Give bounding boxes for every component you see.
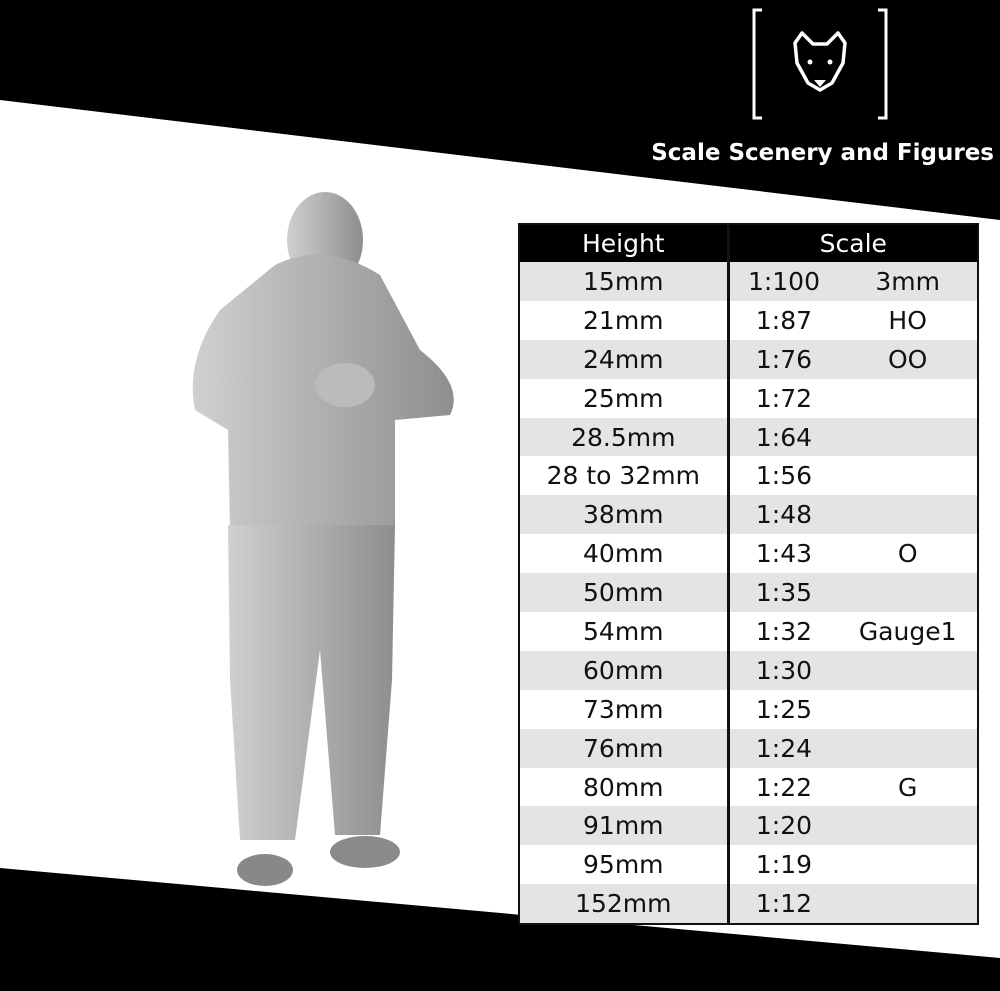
height-cell: 95mm	[519, 845, 730, 885]
table-row: 40mm 1:43 O	[519, 534, 978, 574]
height-cell: 60mm	[519, 650, 730, 690]
ratio-cell: 1:24	[728, 728, 839, 768]
ratio-cell: 1:72	[755, 383, 813, 413]
table-row: 28.5mm 1:64	[519, 417, 978, 457]
ratio-cell: 1:100	[728, 262, 839, 301]
ratio-cell: 1:35	[728, 573, 839, 613]
gauge-cell	[838, 806, 978, 846]
ratio-cell: 1:56	[755, 461, 813, 491]
height-cell: 76mm	[519, 728, 730, 768]
height-cell: 152mm	[519, 884, 730, 925]
header-height: Height	[519, 224, 730, 262]
ratio-cell: 1:12	[728, 884, 839, 925]
gauge-cell	[838, 573, 978, 613]
figure-image	[192, 192, 454, 886]
table-row: 95mm 1:19	[519, 845, 978, 885]
scale-table: Height Scale 15mm 1:100 3mm 21mm 1:87 HO 24mm 1…	[518, 223, 979, 926]
ratio-cell: 1:25	[755, 694, 813, 724]
brand-name: Scale Scenery and Figures	[651, 140, 994, 166]
ratio-cell: 1:48	[728, 495, 839, 535]
ratio-cell: 1:87	[755, 305, 813, 335]
table-row: 38mm 1:48	[519, 495, 978, 535]
ratio-cell: 1:30	[728, 650, 839, 690]
wolf-logo-icon	[752, 8, 888, 120]
table-row: 25mm 1:72	[519, 378, 978, 418]
gauge-cell	[838, 728, 978, 768]
table-row: 15mm 1:100 3mm	[519, 262, 978, 301]
gauge-cell: HO	[888, 305, 927, 335]
top-black-band	[0, 0, 1000, 220]
table-row: 50mm 1:35	[519, 573, 978, 613]
height-cell: 28 to 32mm	[519, 456, 730, 496]
height-cell: 80mm	[519, 767, 730, 807]
gauge-cell	[838, 456, 978, 495]
ratio-cell: 1:43	[755, 539, 813, 569]
gauge-cell	[838, 495, 978, 535]
table-row: 91mm 1:20	[519, 806, 978, 846]
gauge-cell	[838, 845, 978, 884]
table-row: 60mm 1:30	[519, 650, 978, 690]
table-header: Height Scale	[519, 224, 978, 262]
table-row: 152mm 1:12	[519, 884, 978, 925]
table-row: 80mm 1:22 G	[519, 767, 978, 807]
gauge-cell	[838, 884, 978, 925]
ratio-cell: 1:19	[755, 850, 813, 880]
height-cell: 15mm	[519, 262, 730, 301]
height-cell: 24mm	[519, 339, 730, 379]
ratio-cell: 1:20	[728, 806, 839, 846]
height-cell: 38mm	[519, 495, 730, 535]
height-cell: 50mm	[519, 573, 730, 613]
table-row: 76mm 1:24	[519, 728, 978, 768]
table-row: 73mm 1:25	[519, 689, 978, 729]
ratio-cell: 1:22	[755, 772, 813, 802]
ratio-cell: 1:64	[728, 417, 839, 457]
gauge-cell	[838, 379, 978, 418]
height-cell: 40mm	[519, 534, 730, 574]
gauge-cell: Gauge1	[858, 616, 957, 646]
height-cell: 28.5mm	[519, 417, 730, 457]
height-cell: 25mm	[519, 378, 730, 418]
header-scale: Scale	[728, 224, 978, 262]
gauge-cell: OO	[838, 339, 978, 379]
ratio-cell: 1:32	[755, 616, 813, 646]
gauge-cell: 3mm	[838, 262, 978, 301]
table-row: 54mm 1:32 Gauge1	[519, 612, 978, 651]
height-cell: 54mm	[519, 612, 730, 651]
table-row: 28 to 32mm 1:56	[519, 456, 978, 496]
height-cell: 91mm	[519, 806, 730, 846]
height-cell: 21mm	[519, 300, 730, 340]
table-row: 21mm 1:87 HO	[519, 300, 978, 340]
height-cell: 73mm	[519, 689, 730, 729]
ratio-cell: 1:76	[728, 339, 839, 379]
gauge-cell	[838, 650, 978, 690]
gauge-cell: G	[897, 772, 918, 802]
gauge-cell	[838, 417, 978, 457]
gauge-cell	[838, 690, 978, 729]
gauge-cell: O	[897, 539, 918, 569]
bottom-black-band	[0, 868, 1000, 991]
table-row: 24mm 1:76 OO	[519, 339, 978, 379]
